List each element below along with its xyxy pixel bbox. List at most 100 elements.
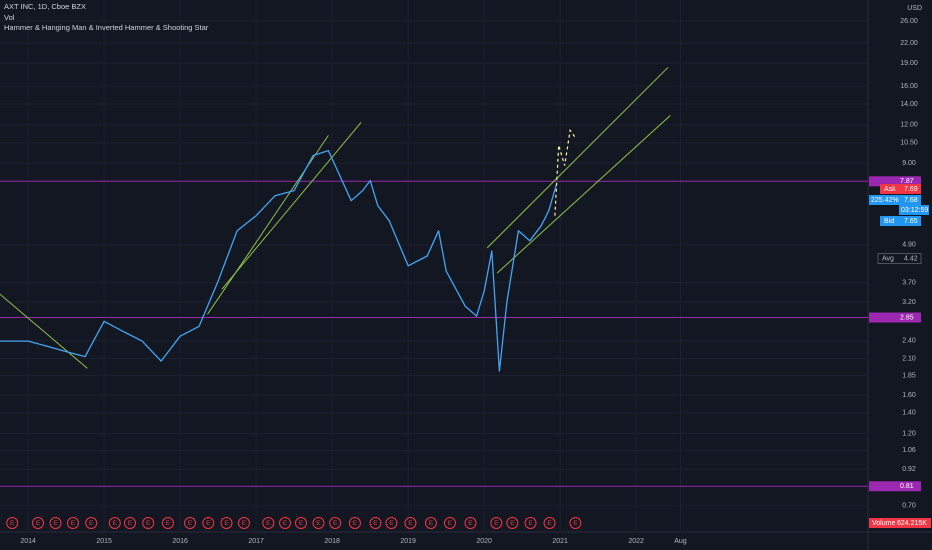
- earnings-label: E: [113, 520, 118, 527]
- earnings-label: E: [283, 520, 288, 527]
- x-tick-label: 2015: [96, 538, 112, 545]
- earnings-marker: [329, 517, 342, 529]
- avg-value: 4.42: [904, 256, 918, 263]
- earnings-label: E: [316, 520, 321, 527]
- x-tick-label: 2016: [172, 538, 188, 545]
- last-price: 7.68: [904, 197, 918, 204]
- earnings-marker: [123, 517, 136, 529]
- chart-title: AXT INC, 1D, Cboe BZX: [4, 2, 86, 11]
- earnings-marker: [543, 517, 556, 529]
- y-tick-label: 1.40: [902, 410, 916, 417]
- x-tick-label: 2014: [20, 538, 36, 545]
- earnings-label: E: [353, 520, 358, 527]
- indicator-legend: Hammer & Hanging Man & Inverted Hammer &…: [4, 23, 209, 32]
- earnings-label: E: [528, 520, 533, 527]
- earnings-marker: [569, 517, 582, 529]
- earnings-marker: [279, 517, 292, 529]
- earnings-marker: [66, 517, 79, 529]
- avg-name: Avg: [882, 256, 894, 263]
- price-line: [0, 149, 558, 372]
- earnings-marker: [220, 517, 233, 529]
- earnings-label: E: [128, 520, 133, 527]
- earnings-label: E: [547, 520, 552, 527]
- y-tick-label: 12.00: [900, 122, 918, 129]
- earnings-label: E: [448, 520, 453, 527]
- y-tick-label: 10.50: [900, 139, 918, 146]
- earnings-marker: [424, 517, 437, 529]
- trend-line: [496, 115, 671, 274]
- price-badge: [869, 312, 921, 323]
- y-tick-label: 19.00: [900, 60, 918, 67]
- earnings-label: E: [468, 520, 473, 527]
- earnings-label: E: [266, 520, 271, 527]
- trend-line: [486, 66, 669, 249]
- earnings-marker: [385, 517, 398, 529]
- y-tick-label: 1.60: [902, 392, 916, 399]
- y-tick-label: 1.06: [902, 447, 916, 454]
- earnings-marker: [443, 517, 456, 529]
- avg-badge: [877, 253, 922, 264]
- earnings-label: E: [206, 520, 211, 527]
- earnings-label: E: [373, 520, 378, 527]
- earnings-label: E: [36, 520, 41, 527]
- axes: 26.00 22.00 19.00 16.00 14.00 12.00 10.50 9.00 4…: [20, 18, 931, 545]
- earnings-label: E: [10, 520, 15, 527]
- y-tick-label: 26.00: [900, 18, 918, 25]
- earnings-marker: [506, 517, 519, 529]
- earnings-label: E: [429, 520, 434, 527]
- y-tick-label: 4.90: [902, 242, 916, 249]
- y-tick-label: 0.92: [902, 466, 916, 473]
- price-badge: [899, 195, 921, 205]
- x-tick-label: 2022: [628, 538, 644, 545]
- earnings-label: E: [408, 520, 413, 527]
- earnings-marker: [262, 517, 275, 529]
- earnings-marker: [184, 517, 197, 529]
- x-tick-label: 2017: [248, 538, 264, 545]
- earnings-marker: [490, 517, 503, 529]
- earnings-marker: [161, 517, 174, 529]
- earnings-label: E: [299, 520, 304, 527]
- volume-value: 624.215K: [897, 520, 927, 527]
- earnings-marker: [108, 517, 121, 529]
- earnings-marker: [294, 517, 307, 529]
- earnings-label: E: [71, 520, 76, 527]
- earnings-marker: [202, 517, 215, 529]
- trend-line: [221, 122, 362, 290]
- currency: USD: [907, 5, 922, 12]
- earnings-marker: [524, 517, 537, 529]
- y-tick-label: 3.20: [902, 299, 916, 306]
- earnings-label: E: [573, 520, 578, 527]
- price-badge-name: Ask: [884, 186, 896, 193]
- y-tick-label: 1.20: [902, 430, 916, 437]
- y-tick-label: 9.00: [902, 160, 916, 167]
- earnings-marker: [312, 517, 325, 529]
- earnings-marker: [142, 517, 155, 529]
- y-tick-label: 2.40: [902, 337, 916, 344]
- earnings-marker: [464, 517, 477, 529]
- y-tick-label: 2.10: [902, 355, 916, 362]
- earnings-marker: [6, 517, 19, 529]
- earnings-label: E: [494, 520, 499, 527]
- x-tick-label: 2019: [400, 538, 416, 545]
- price-badge-label: 0.81: [900, 483, 914, 490]
- y-tick-label: 16.00: [900, 83, 918, 90]
- countdown: 03:12:59: [901, 207, 928, 214]
- earnings-label: E: [242, 520, 247, 527]
- earnings-marker: [369, 517, 382, 529]
- price-badge-value: 7.65: [904, 218, 918, 225]
- x-tick-label: Aug: [674, 538, 687, 545]
- price-badge-value: 7.69: [904, 186, 918, 193]
- y-tick-label: 14.00: [900, 101, 918, 108]
- x-tick-label: 2020: [476, 538, 492, 545]
- price-badge-label: 7.87: [900, 178, 914, 185]
- y-tick-label: 22.00: [900, 40, 918, 47]
- earnings-label: E: [389, 520, 394, 527]
- last-change-badge: [869, 195, 899, 205]
- y-tick-label: 0.70: [902, 503, 916, 510]
- earnings-label: E: [510, 520, 515, 527]
- earnings-marker: [49, 517, 62, 529]
- volume-badge: [869, 518, 931, 528]
- earnings-marker: [237, 517, 250, 529]
- price-badge-label: 2.85: [900, 314, 914, 321]
- volume-legend: Vol: [4, 13, 15, 22]
